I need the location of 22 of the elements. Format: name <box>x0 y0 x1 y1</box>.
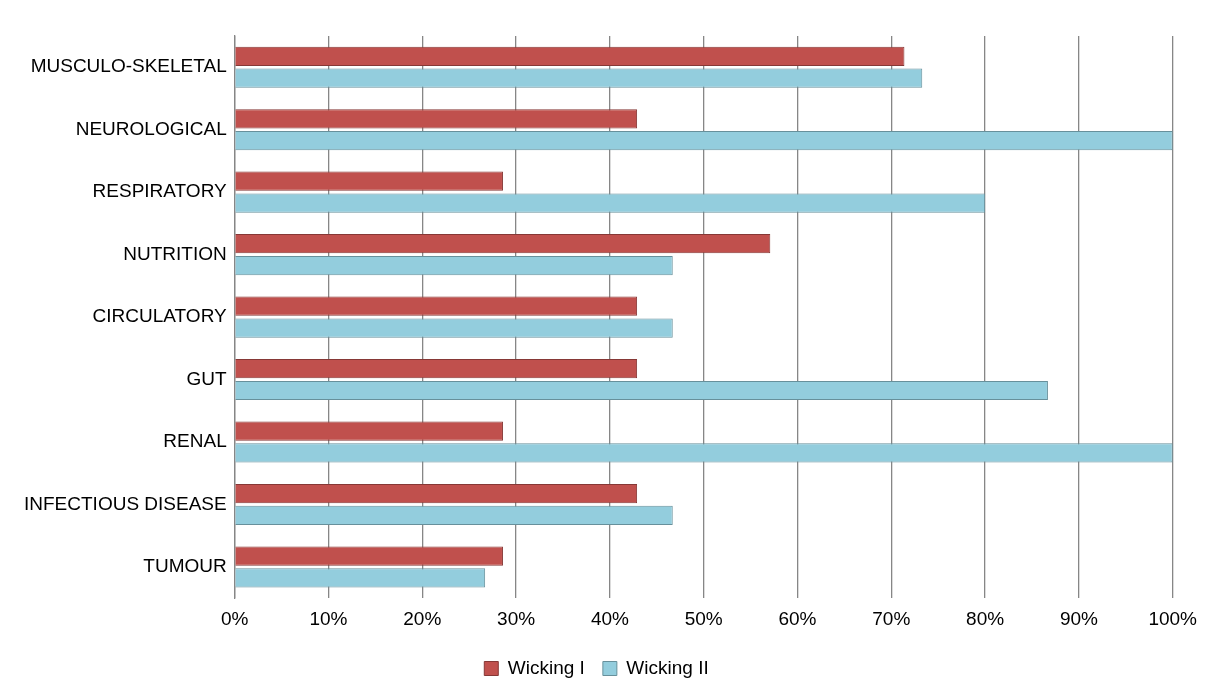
y-tick-label: RENAL <box>163 430 227 452</box>
y-tick-label: GUT <box>186 367 228 389</box>
x-tick-label: 30% <box>497 607 536 629</box>
legend-label: Wicking II <box>626 656 709 678</box>
x-tick-label: 80% <box>966 607 1005 629</box>
x-tick-label: 70% <box>872 607 911 629</box>
y-tick-label: RESPIRATORY <box>92 180 228 202</box>
x-tick-label: 20% <box>403 607 442 629</box>
x-tick-label: 50% <box>684 607 723 629</box>
y-tick-label: MUSCULO-SKELETAL <box>30 55 227 77</box>
y-tick-label: NUTRITION <box>123 242 227 264</box>
y-tick-label: NEUROLOGICAL <box>75 117 227 139</box>
x-tick-label: 60% <box>778 607 817 629</box>
y-tick-label: CIRCULATORY <box>92 305 228 327</box>
x-tick-label: 90% <box>1059 607 1099 629</box>
y-tick-label: TUMOUR <box>143 555 227 577</box>
legend-label: Wicking I <box>507 656 585 678</box>
y-tick-label: INFECTIOUS DISEASE <box>24 492 227 514</box>
x-tick-label: 100% <box>1148 607 1198 629</box>
x-tick-label: 10% <box>309 607 348 629</box>
x-tick-label: 40% <box>590 607 630 629</box>
x-tick-label: 0% <box>220 607 249 629</box>
